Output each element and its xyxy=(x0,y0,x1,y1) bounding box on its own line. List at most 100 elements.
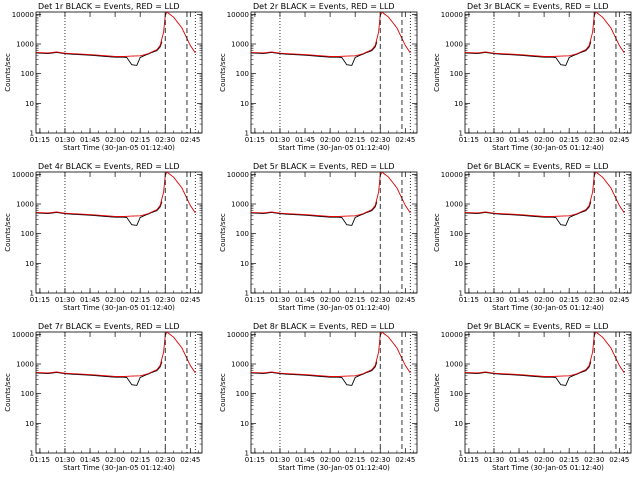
y-tick-label: 10 xyxy=(25,100,34,108)
series-line-events xyxy=(36,41,163,66)
x-tick-label: 01:30 xyxy=(484,136,504,144)
chart-panel-2: Det 2r BLACK = Events, RED = LLD 1 10 100 10… xyxy=(219,2,418,152)
x-tick-label: 02:30 xyxy=(584,296,604,304)
x-tick-label: 01:45 xyxy=(295,456,315,464)
y-tick-label: 100 xyxy=(236,390,249,398)
y-tick-label: 10000 xyxy=(441,11,463,19)
chart-title: Det 8r BLACK = Events, RED = LLD xyxy=(253,322,395,331)
series-group xyxy=(465,172,625,226)
x-tick-label: 01:15 xyxy=(459,296,479,304)
chart-panel-4: Det 4r BLACK = Events, RED = LLD 1 10 100 10… xyxy=(4,162,203,312)
y-tick-label: 1000 xyxy=(231,201,249,209)
x-axis-label: Start Time (30-Jan-05 01:12:40) xyxy=(278,304,390,312)
y-tick-label: 100 xyxy=(21,390,34,398)
y-tick-label: 1 xyxy=(30,130,34,138)
x-tick-label: 02:00 xyxy=(534,296,554,304)
plot-frame xyxy=(464,171,632,294)
x-tick-label: 01:30 xyxy=(55,136,75,144)
x-tick-label: 02:45 xyxy=(609,456,629,464)
x-tick-label: 01:30 xyxy=(270,456,290,464)
series-line-lld xyxy=(465,172,625,217)
x-tick-label: 01:45 xyxy=(509,136,529,144)
series-group xyxy=(251,332,411,386)
y-tick-label: 10 xyxy=(454,420,463,428)
x-tick-label: 01:15 xyxy=(245,296,265,304)
x-tick-label: 01:15 xyxy=(30,456,50,464)
y-axis-label: Counts/sec xyxy=(219,53,227,92)
y-tick-label: 1000 xyxy=(445,201,463,209)
x-tick-label: 02:30 xyxy=(370,136,390,144)
x-tick-label: 02:15 xyxy=(130,296,150,304)
chart-title: Det 4r BLACK = Events, RED = LLD xyxy=(38,162,180,171)
y-tick-label: 1 xyxy=(245,450,249,458)
x-tick-label: 01:45 xyxy=(509,296,529,304)
x-tick-label: 01:45 xyxy=(295,136,315,144)
y-tick-label: 100 xyxy=(21,70,34,78)
chart-title: Det 5r BLACK = Events, RED = LLD xyxy=(253,162,395,171)
y-tick-label: 1000 xyxy=(16,41,34,49)
y-tick-label: 10000 xyxy=(12,11,34,19)
x-tick-label: 02:45 xyxy=(395,296,415,304)
x-tick-label: 02:00 xyxy=(105,136,125,144)
plot-frame xyxy=(464,11,632,134)
series-line-lld xyxy=(251,332,411,377)
y-axis-label: Counts/sec xyxy=(433,373,441,412)
plot-frame xyxy=(250,171,418,294)
x-tick-label: 02:00 xyxy=(105,296,125,304)
y-axis-label: Counts/sec xyxy=(433,53,441,92)
x-tick-label: 01:45 xyxy=(80,136,100,144)
series-line-events xyxy=(251,201,378,226)
x-tick-label: 01:45 xyxy=(295,296,315,304)
x-tick-label: 02:45 xyxy=(180,456,200,464)
x-tick-label: 01:15 xyxy=(30,296,50,304)
x-axis-label: Start Time (30-Jan-05 01:12:40) xyxy=(278,464,390,472)
y-axis-label: Counts/sec xyxy=(4,53,12,92)
x-tick-label: 02:00 xyxy=(534,136,554,144)
x-tick-label: 02:00 xyxy=(320,136,340,144)
series-line-events xyxy=(251,361,378,386)
x-tick-label: 01:30 xyxy=(484,456,504,464)
x-axis-label: Start Time (30-Jan-05 01:12:40) xyxy=(492,464,604,472)
x-tick-label: 01:45 xyxy=(509,456,529,464)
x-tick-label: 02:45 xyxy=(395,456,415,464)
x-tick-label: 02:30 xyxy=(370,456,390,464)
x-tick-label: 01:30 xyxy=(270,136,290,144)
series-line-lld xyxy=(251,12,411,57)
y-tick-label: 1 xyxy=(459,290,463,298)
x-tick-label: 02:45 xyxy=(395,136,415,144)
x-tick-label: 01:45 xyxy=(80,456,100,464)
chart-title: Det 9r BLACK = Events, RED = LLD xyxy=(467,322,609,331)
x-tick-label: 01:30 xyxy=(55,456,75,464)
chart-panel-6: Det 6r BLACK = Events, RED = LLD 1 10 100 10… xyxy=(433,162,632,312)
y-tick-label: 10 xyxy=(454,260,463,268)
x-tick-label: 01:30 xyxy=(270,296,290,304)
series-group xyxy=(465,332,625,386)
x-tick-label: 02:15 xyxy=(130,456,150,464)
y-tick-label: 100 xyxy=(236,70,249,78)
y-tick-label: 10 xyxy=(240,420,249,428)
y-tick-label: 1000 xyxy=(231,361,249,369)
y-tick-label: 100 xyxy=(236,230,249,238)
x-tick-label: 02:15 xyxy=(559,296,579,304)
x-tick-label: 02:30 xyxy=(584,456,604,464)
y-axis-label: Counts/sec xyxy=(4,213,12,252)
series-group xyxy=(36,332,196,386)
chart-title: Det 6r BLACK = Events, RED = LLD xyxy=(467,162,609,171)
plot-frame xyxy=(35,331,203,454)
y-tick-label: 1000 xyxy=(445,41,463,49)
plot-frame xyxy=(35,171,203,294)
y-tick-label: 10 xyxy=(454,100,463,108)
y-axis-label: Counts/sec xyxy=(219,373,227,412)
plot-frame xyxy=(250,11,418,134)
y-tick-label: 10000 xyxy=(227,331,249,339)
chart-title: Det 3r BLACK = Events, RED = LLD xyxy=(467,2,609,11)
x-tick-label: 01:45 xyxy=(80,296,100,304)
y-tick-label: 1 xyxy=(459,450,463,458)
x-axis-label: Start Time (30-Jan-05 01:12:40) xyxy=(492,304,604,312)
series-line-events xyxy=(36,201,163,226)
chart-panel-5: Det 5r BLACK = Events, RED = LLD 1 10 100 10… xyxy=(219,162,418,312)
chart-panel-1: Det 1r BLACK = Events, RED = LLD 1 10 100 10… xyxy=(4,2,203,152)
x-tick-label: 01:15 xyxy=(459,456,479,464)
x-tick-label: 01:30 xyxy=(55,296,75,304)
